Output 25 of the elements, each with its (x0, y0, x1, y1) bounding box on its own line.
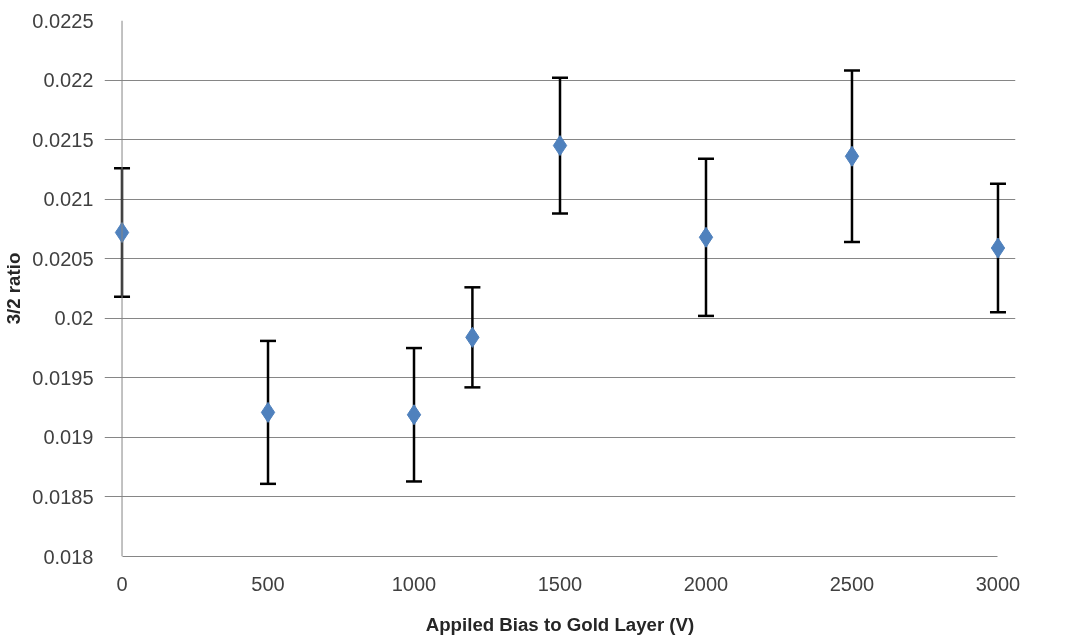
y-tick-label: 0.0185 (32, 485, 94, 508)
x-tick-label: 3000 (975, 572, 1021, 595)
point (844, 145, 860, 167)
x-tick-label: 500 (251, 572, 285, 595)
y-tick-label: 0.021 (43, 188, 94, 211)
x-tick-label: 1000 (391, 572, 437, 595)
y-tick-label: 0.0205 (32, 247, 94, 270)
point (990, 237, 1006, 259)
y-tick-label: 0.0215 (32, 128, 94, 151)
x-axis-title: Appiled Bias to Gold Layer (V) (425, 613, 695, 635)
point (552, 135, 568, 157)
y-tick-label: 0.022 (43, 69, 94, 92)
y-tick-label: 0.02 (54, 307, 94, 330)
point (698, 226, 714, 248)
point (406, 404, 422, 426)
x-tick-label: 2000 (683, 572, 729, 595)
y-tick-label: 0.019 (43, 426, 94, 449)
y-tick-label: 0.0225 (32, 9, 94, 32)
y-tick-label: 0.018 (43, 545, 94, 568)
x-tick-label: 2500 (829, 572, 875, 595)
y-tick-label: 0.0195 (32, 366, 94, 389)
y-axis-title: 3/2 ratio (3, 252, 25, 325)
x-tick-label: 1500 (537, 572, 583, 595)
point (260, 401, 276, 423)
x-tick-label: 0 (116, 572, 128, 595)
